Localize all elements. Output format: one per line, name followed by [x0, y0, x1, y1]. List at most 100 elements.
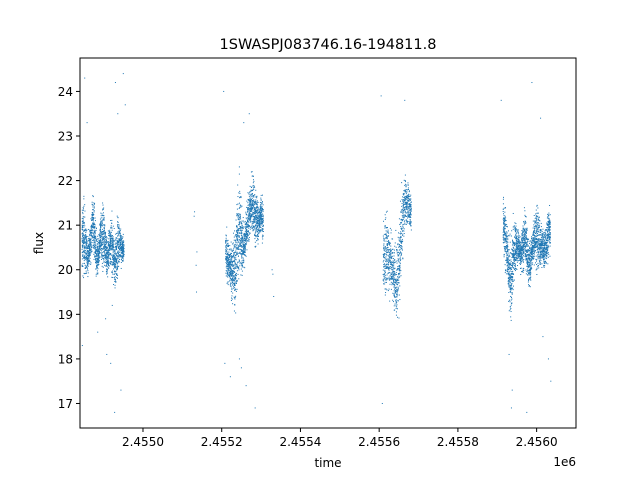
data-point: [255, 211, 257, 213]
data-point: [237, 215, 239, 216]
data-point: [504, 241, 506, 243]
data-point: [89, 254, 91, 256]
data-point: [399, 223, 401, 225]
data-point: [228, 261, 230, 263]
data-point: [391, 276, 393, 278]
data-point: [386, 227, 388, 229]
data-point: [112, 241, 114, 243]
data-point: [255, 215, 257, 217]
data-point: [101, 243, 103, 245]
data-point: [103, 219, 105, 221]
data-point: [251, 223, 253, 225]
data-point: [249, 185, 251, 187]
data-point: [383, 264, 385, 266]
data-point: [257, 229, 259, 231]
data-point: [248, 237, 250, 239]
data-point: [247, 219, 249, 221]
data-point: [240, 268, 242, 270]
data-point: [517, 254, 519, 256]
data-point: [248, 210, 250, 212]
data-point: [231, 256, 233, 258]
data-point: [530, 259, 532, 261]
data-point: [394, 287, 396, 289]
data-point: [504, 219, 506, 221]
data-point: [230, 248, 232, 250]
data-point: [396, 279, 398, 281]
data-point: [251, 197, 253, 199]
data-point: [117, 250, 119, 252]
data-point: [390, 250, 392, 252]
data-point: [97, 241, 99, 243]
data-point: [96, 253, 98, 255]
data-point: [245, 235, 247, 237]
data-point: [256, 226, 258, 228]
data-point: [393, 294, 395, 296]
data-point: [529, 246, 531, 248]
data-point: [513, 259, 515, 261]
data-point: [388, 259, 390, 261]
data-point: [116, 238, 118, 240]
data-point: [103, 227, 105, 229]
data-point: [519, 267, 521, 269]
data-point: [394, 291, 396, 293]
data-point: [386, 259, 388, 261]
data-point: [92, 245, 94, 247]
data-point: [100, 244, 102, 246]
data-point: [387, 250, 389, 252]
data-point: [404, 180, 406, 182]
data-point: [244, 244, 246, 246]
data-point: [526, 251, 528, 253]
data-point: [529, 260, 531, 262]
data-point: [239, 192, 241, 194]
data-point: [503, 234, 505, 236]
data-point: [109, 244, 111, 246]
data-point: [105, 250, 107, 252]
data-point: [503, 221, 505, 223]
data-point: [527, 255, 529, 257]
data-point: [524, 238, 526, 240]
data-point: [391, 263, 393, 265]
data-point: [409, 210, 411, 212]
data-point: [395, 311, 397, 313]
data-point: [117, 242, 119, 244]
data-point: [121, 236, 123, 238]
data-point: [519, 263, 521, 265]
data-point: [522, 238, 524, 240]
data-point: [398, 267, 400, 269]
data-point: [93, 246, 95, 248]
data-point: [228, 274, 230, 276]
data-point: [257, 207, 259, 209]
data-point: [104, 247, 106, 249]
data-point: [238, 202, 240, 204]
data-point: [91, 218, 93, 220]
data-point: [105, 237, 107, 239]
data-point: [233, 244, 235, 246]
data-point: [522, 271, 524, 273]
data-point: [406, 215, 408, 217]
data-point: [230, 241, 232, 243]
data-point: [98, 248, 100, 250]
data-point: [100, 252, 102, 254]
data-point: [97, 238, 99, 240]
data-point: [386, 243, 388, 245]
data-point: [244, 235, 246, 237]
data-point: [528, 253, 530, 255]
data-point: [399, 262, 401, 264]
data-point: [113, 261, 115, 263]
data-point: [84, 249, 86, 251]
data-point: [236, 245, 238, 247]
data-point: [510, 267, 512, 269]
data-point: [84, 229, 86, 231]
data-point: [532, 245, 534, 247]
data-point: [92, 214, 94, 216]
data-point: [85, 242, 87, 244]
data-point: [515, 250, 517, 252]
data-point: [525, 229, 527, 231]
data-point: [390, 261, 392, 263]
data-point: [97, 246, 99, 248]
data-point: [233, 260, 235, 262]
data-point: [244, 233, 246, 235]
data-point: [512, 270, 514, 272]
data-point: [259, 211, 261, 213]
data-point: [105, 236, 107, 238]
